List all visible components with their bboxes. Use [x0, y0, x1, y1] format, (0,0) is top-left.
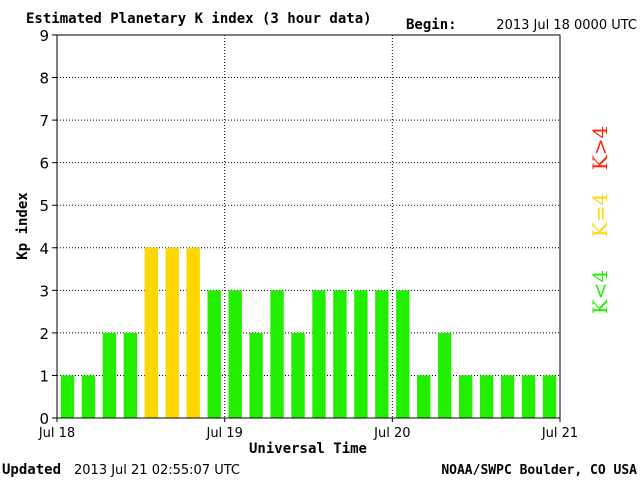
y-tick-label: 0	[39, 410, 49, 428]
chart-title: Estimated Planetary K index (3 hour data…	[26, 11, 372, 27]
kp-bar	[521, 375, 536, 418]
y-tick-label: 1	[39, 367, 49, 385]
kp-bar	[500, 375, 515, 418]
kp-bar	[479, 375, 494, 418]
kp-bar	[291, 332, 305, 418]
begin-label: Begin:	[406, 17, 457, 33]
legend-k-below-4: K<4	[588, 270, 612, 314]
kp-bar	[438, 332, 452, 418]
kp-bar	[542, 375, 557, 418]
kp-bar	[312, 290, 326, 418]
grid-lines	[57, 35, 560, 418]
begin-value: 2013 Jul 18 0000 UTC	[496, 18, 637, 33]
source-credit: NOAA/SWPC Boulder, CO USA	[441, 463, 637, 478]
x-tick-label: Jul 20	[373, 426, 410, 441]
y-tick-label: 5	[39, 197, 49, 215]
kp-bar	[207, 290, 221, 418]
updated-value: 2013 Jul 21 02:55:07 UTC	[74, 463, 240, 478]
kp-bar	[60, 375, 75, 418]
kp-bar	[333, 290, 347, 418]
y-tick-label: 2	[39, 325, 49, 343]
legend-k-equal-4: K=4	[588, 193, 612, 237]
y-axis-label: Kp index	[15, 192, 31, 260]
y-tick-label: 6	[39, 155, 49, 173]
kp-bar	[81, 375, 96, 418]
y-tick-label: 7	[39, 112, 49, 130]
legend-k-above-4: K>4	[588, 126, 612, 170]
y-tick-label: 8	[39, 70, 49, 88]
kp-bar	[102, 332, 117, 418]
kp-bar	[459, 375, 473, 418]
x-tick-label: Jul 19	[205, 426, 242, 441]
x-axis-ticks: Jul 18 Jul 19 Jul 20 Jul 21	[38, 418, 578, 441]
kp-bar	[270, 290, 284, 418]
y-tick-label: 4	[39, 240, 49, 258]
kp-bar	[417, 375, 431, 418]
kp-bar	[144, 247, 158, 418]
plot-frame	[56, 34, 561, 419]
bars	[60, 247, 557, 418]
kp-bar	[186, 247, 200, 418]
x-tick-label: Jul 18	[38, 426, 75, 441]
kp-bar	[396, 290, 410, 418]
kp-bar	[228, 290, 242, 418]
kp-bar	[249, 332, 263, 418]
kp-bar	[354, 290, 368, 418]
kp-bar	[165, 247, 179, 418]
kp-bar	[123, 332, 138, 418]
y-tick-label: 3	[39, 282, 49, 300]
kp-bar	[375, 290, 389, 418]
y-axis-ticks: 0 1 2 3 4 5 6 7 8 9	[39, 27, 57, 428]
x-axis-label: Universal Time	[249, 441, 367, 457]
y-tick-label: 9	[39, 27, 49, 45]
updated-label: Updated	[2, 462, 61, 478]
x-tick-label: Jul 21	[541, 426, 578, 441]
